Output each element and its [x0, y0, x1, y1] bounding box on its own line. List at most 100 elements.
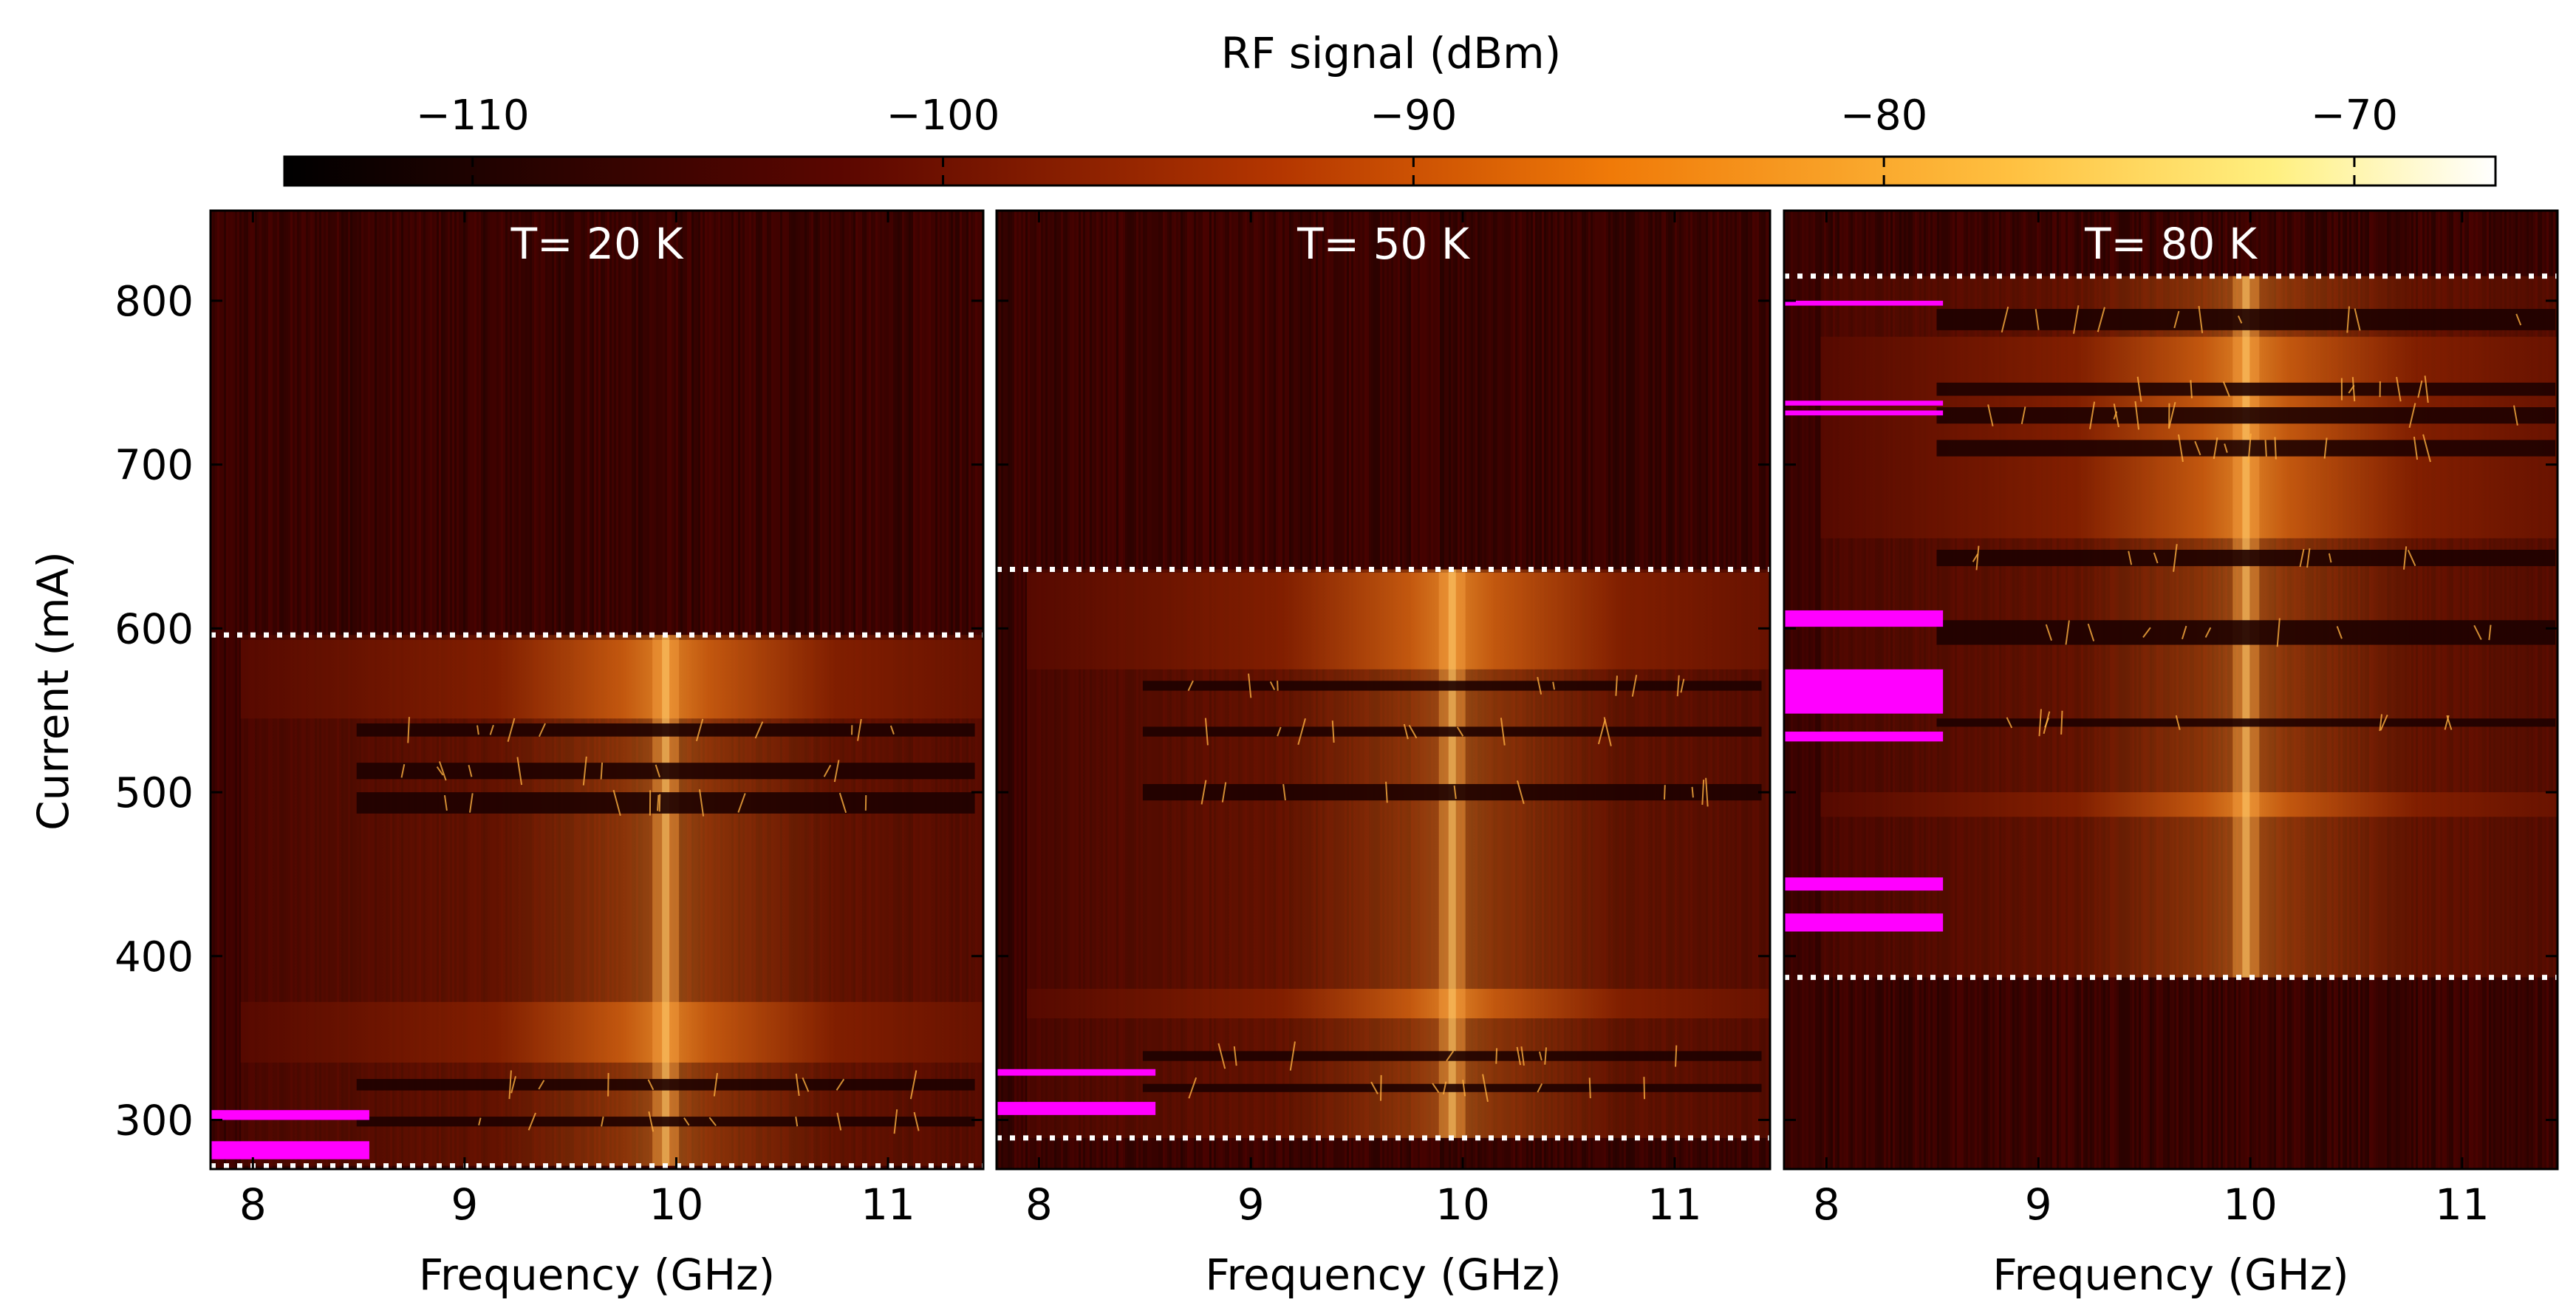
mode-trace — [1520, 1046, 1525, 1066]
mode-trace — [2194, 440, 2201, 456]
mode-trace — [2379, 714, 2383, 732]
mode-trace — [2422, 434, 2431, 463]
x-axis-label: Frequency (GHz) — [419, 1250, 775, 1300]
mode-trace — [1370, 1081, 1378, 1094]
mode-trace — [2237, 316, 2243, 324]
mode-trace — [1517, 780, 1525, 804]
mode-trace — [1221, 782, 1227, 803]
mode-trace — [438, 761, 447, 781]
dark-gap — [1142, 1083, 1762, 1092]
mode-trace — [648, 1111, 655, 1132]
mode-trace — [2167, 401, 2176, 429]
mode-trace — [2204, 627, 2212, 638]
mode-trace — [2396, 376, 2402, 402]
dark-gap — [356, 723, 975, 737]
x-tick-label: 10 — [649, 1179, 704, 1230]
dark-gap — [1936, 382, 2556, 396]
mode-trace — [708, 1117, 717, 1126]
mode-trace — [1277, 681, 1279, 691]
mode-trace — [407, 717, 410, 743]
mode-trace — [2113, 403, 2119, 428]
mode-trace — [469, 793, 474, 813]
panel-title: T= 20 K — [510, 219, 685, 269]
noise-column — [1003, 211, 1005, 1169]
y-tick-label: 400 — [115, 933, 194, 981]
mode-trace — [1385, 781, 1388, 803]
panel-frame — [1783, 209, 2559, 1171]
mode-trace — [1456, 726, 1464, 737]
x-axis-label: Frequency (GHz) — [1205, 1250, 1561, 1300]
mode-trace — [1331, 721, 1335, 743]
mode-trace — [516, 757, 523, 786]
bright-band — [1820, 336, 2558, 539]
bright-band — [240, 639, 983, 719]
mode-trace — [507, 718, 516, 742]
colorbar-label: RF signal (dBm) — [1221, 28, 1561, 78]
colorbar-tick-label: −100 — [886, 92, 1000, 140]
x-tick-label: 10 — [1435, 1179, 1490, 1230]
colorbar-tick-label: −80 — [1840, 92, 1927, 140]
mode-trace — [1664, 785, 1666, 800]
mode-trace — [1676, 675, 1680, 697]
panel-80k: T= 80 K 8 9 10 11 Frequency (GHz) — [1783, 209, 2559, 1300]
mode-trace — [527, 1112, 536, 1131]
y-tick-label: 800 — [115, 278, 194, 326]
mode-trace — [2198, 305, 2204, 333]
center-line — [1448, 569, 1456, 1138]
y-tick-label: 700 — [115, 442, 194, 490]
noise-column — [215, 211, 217, 1169]
y-tick-label: 300 — [115, 1097, 194, 1145]
noise-column — [230, 211, 233, 1169]
mode-trace — [1588, 1077, 1591, 1099]
mode-trace — [713, 1073, 718, 1097]
mode-trace — [1544, 1047, 1548, 1065]
mode-trace — [1516, 1046, 1522, 1066]
noise-column — [1014, 211, 1017, 1169]
mode-trace — [1538, 1051, 1542, 1061]
dark-gap — [356, 1079, 975, 1091]
mode-trace — [2444, 715, 2450, 730]
mode-trace — [1446, 1050, 1455, 1062]
mode-trace — [655, 764, 661, 778]
mode-trace — [2346, 306, 2351, 333]
dark-gap — [1142, 681, 1762, 691]
noise-column — [217, 211, 219, 1169]
mode-trace — [2043, 711, 2051, 735]
mode-trace — [601, 1116, 604, 1127]
mode-trace — [2424, 375, 2429, 403]
mode-trace — [2417, 380, 2423, 398]
dark-gap — [1142, 726, 1762, 737]
mode-trace — [857, 718, 862, 741]
mode-trace — [1615, 675, 1618, 696]
dark-gap — [1142, 1051, 1762, 1061]
mode-trace — [2247, 433, 2252, 463]
mode-trace — [2222, 381, 2230, 398]
mode-trace — [1462, 1080, 1466, 1097]
noise-column — [226, 211, 228, 1169]
mode-trace — [836, 1078, 845, 1091]
mode-trace — [478, 1117, 482, 1126]
mode-trace — [1453, 785, 1457, 800]
mode-trace — [2336, 626, 2343, 639]
mode-trace — [2089, 401, 2096, 429]
mode-trace — [2190, 380, 2193, 398]
mode-trace — [2299, 548, 2305, 568]
mode-trace — [538, 723, 546, 738]
x-tick-label: 8 — [1025, 1179, 1053, 1230]
mode-trace — [1975, 545, 1980, 570]
x-tick-label: 9 — [1237, 1179, 1265, 1230]
mode-trace — [476, 725, 479, 735]
panel-title: T= 50 K — [1296, 219, 1471, 269]
noise-column — [237, 211, 239, 1169]
mode-trace — [838, 792, 847, 814]
mode-trace — [913, 1111, 920, 1131]
mode-trace — [510, 1076, 516, 1094]
mode-trace — [795, 1073, 800, 1096]
y-tick-label: 500 — [115, 769, 194, 817]
mode-trace — [2328, 553, 2332, 563]
mode-trace — [893, 1109, 898, 1134]
noise-column — [1025, 211, 1028, 1169]
panel-title: T= 80 K — [2084, 219, 2258, 269]
noise-column — [1021, 211, 1023, 1169]
